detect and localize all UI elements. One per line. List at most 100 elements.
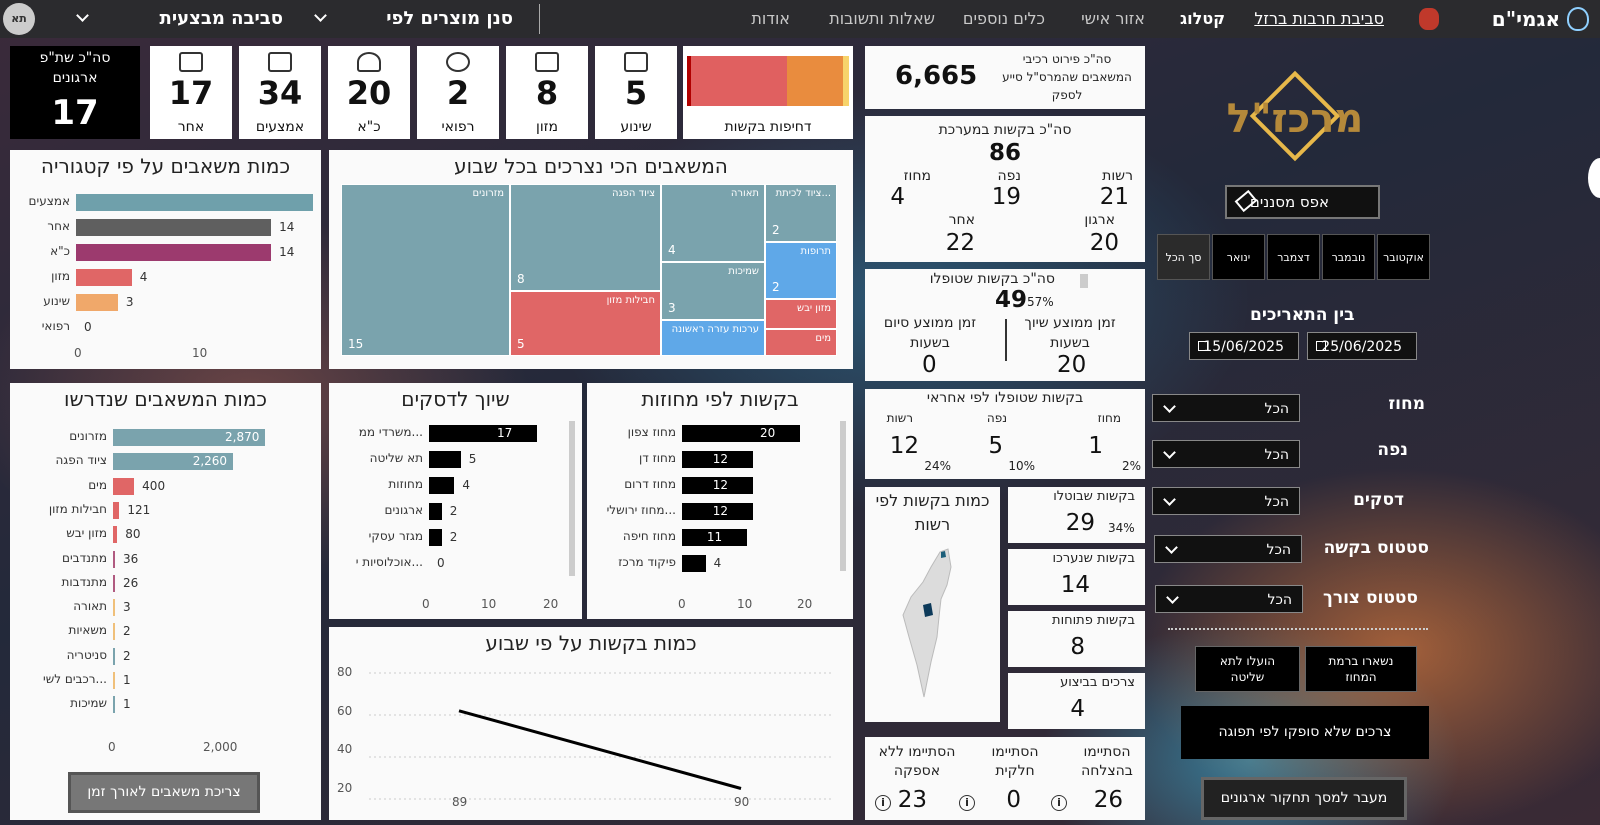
bar[interactable]: [113, 574, 115, 592]
filter-products-label[interactable]: סנן מוצרים לפי: [386, 8, 513, 29]
bar-value: 20: [760, 426, 776, 440]
partial-label: הסתיימו חלקית: [991, 744, 1039, 779]
bar[interactable]: [113, 599, 115, 617]
bar-label: מזון: [51, 269, 70, 283]
treemap-cell-water[interactable]: מים: [765, 329, 837, 356]
bar-value: 17: [497, 426, 513, 440]
scrollbar[interactable]: [840, 421, 846, 571]
filter-desks-select[interactable]: הכל: [1152, 487, 1300, 515]
info-icon[interactable]: i: [1051, 795, 1067, 811]
treemap-cell-lighting[interactable]: תאורה 4: [661, 184, 765, 262]
bar-label: כ"א: [50, 244, 70, 258]
bar[interactable]: [113, 550, 115, 568]
avatar[interactable]: תא: [3, 3, 35, 35]
nav-about[interactable]: אודות: [751, 9, 790, 28]
date-from-field[interactable]: 15/06/2025: [1189, 332, 1299, 360]
bar[interactable]: [113, 623, 115, 641]
tab-january[interactable]: ינואר: [1212, 234, 1265, 280]
bar[interactable]: [76, 194, 313, 211]
control-room-button[interactable]: הועלו לתא שליטה: [1195, 646, 1300, 692]
chevron-down-icon[interactable]: [314, 9, 327, 22]
filter-subdistrict-select[interactable]: הכל: [1152, 440, 1300, 468]
nav-catalog[interactable]: קטלוג: [1180, 9, 1225, 28]
bar[interactable]: [76, 244, 272, 261]
exec-value: 4: [1070, 696, 1085, 722]
bar[interactable]: [682, 555, 706, 572]
bar-value: 2: [449, 530, 458, 544]
bar[interactable]: [76, 219, 272, 236]
bar[interactable]: [682, 425, 800, 442]
israel-map[interactable]: [865, 487, 1000, 722]
chevron-down-icon[interactable]: [76, 9, 89, 22]
nav-tools[interactable]: כלים נוספים: [962, 9, 1045, 28]
bar[interactable]: [113, 477, 135, 495]
tab-total[interactable]: סך הכל: [1157, 234, 1210, 280]
logo: מרכז"ל: [1215, 70, 1375, 180]
treemap-cell-firstaid[interactable]: ערכות עזרה ראשונה: [661, 320, 765, 356]
bar[interactable]: [113, 647, 115, 665]
consumption-over-time-button[interactable]: צריכת משאבים לאורך זמן: [68, 772, 260, 813]
expand-handle[interactable]: [1588, 158, 1600, 198]
bar-value: 0: [84, 320, 92, 334]
bar[interactable]: [113, 526, 118, 544]
treemap-cell-relief[interactable]: ציוד הפגה 8: [510, 184, 661, 291]
bar[interactable]: [429, 477, 455, 494]
calendar-icon: [1198, 341, 1208, 351]
tab-december[interactable]: דצמבר: [1267, 234, 1320, 280]
resp-label: נפה: [986, 411, 1007, 425]
reset-filters-button[interactable]: אפס מסננים: [1225, 185, 1380, 219]
bar[interactable]: [429, 503, 442, 520]
resp-label: מחוז: [1097, 411, 1121, 425]
district-level-button[interactable]: נשארו ברמת המחוז: [1305, 646, 1417, 692]
bar-label: ...מחוז ירושלי: [606, 503, 676, 517]
required-chart-title: כמות המשאבים שנדרשו: [64, 387, 267, 411]
bar[interactable]: [682, 477, 753, 494]
bar[interactable]: [682, 529, 747, 546]
truck-icon: [624, 52, 648, 72]
info-icon[interactable]: i: [959, 795, 975, 811]
nav-war-env[interactable]: סביבת חרבות ברזל: [1254, 9, 1384, 28]
scrollbar[interactable]: [569, 421, 575, 576]
exec-card: צרכים בביצוע 4: [1008, 673, 1145, 729]
filter-district-select[interactable]: הכל: [1152, 394, 1300, 422]
bar[interactable]: [682, 451, 753, 468]
no-supply-label: הסתיימו ללא אספקה: [878, 744, 956, 779]
filter-request-status-select[interactable]: הכל: [1154, 535, 1302, 563]
filter-label-subdistrict: נפה: [1377, 440, 1408, 460]
unsupplied-needs-button[interactable]: צרכים שלא סופקו לפי תפוגה: [1181, 706, 1429, 759]
nav-faq[interactable]: שאלות ותשובות: [829, 9, 935, 28]
tab-october[interactable]: אוקטובר: [1377, 234, 1430, 280]
filter-env-label[interactable]: סביבה מבצעית: [159, 8, 283, 29]
orgs-research-button[interactable]: מעבר למסך תחקור ארגונים: [1201, 777, 1407, 820]
bar[interactable]: [76, 294, 118, 311]
bar[interactable]: [113, 453, 233, 471]
tab-november[interactable]: נובמבר: [1322, 234, 1375, 280]
treemap-cell-classroom[interactable]: ...ציוד לכיתת 2: [765, 184, 837, 242]
bar[interactable]: [682, 503, 753, 520]
handled-pct: 57%: [1027, 295, 1054, 309]
filter-need-status-select[interactable]: הכל: [1155, 585, 1303, 613]
bar[interactable]: [429, 451, 461, 468]
bar[interactable]: [113, 501, 120, 519]
treemap-cell-medicine[interactable]: תרופות 2: [765, 242, 837, 299]
resp-value: 5: [988, 433, 1003, 459]
bar[interactable]: [76, 269, 132, 286]
treemap-cell-dryfood[interactable]: מזון יבש: [765, 299, 837, 329]
stethoscope-icon: [446, 52, 470, 72]
axis-tick: 0: [74, 346, 82, 360]
type-value: 20: [1089, 230, 1119, 256]
date-to-field[interactable]: 25/06/2025: [1307, 332, 1417, 360]
bar[interactable]: [429, 425, 537, 442]
bar[interactable]: [429, 529, 442, 546]
bar[interactable]: [113, 672, 115, 689]
urgency-critical: [687, 56, 691, 106]
bar-value: 1: [123, 697, 131, 712]
bar[interactable]: [113, 429, 265, 446]
bar[interactable]: [113, 696, 115, 714]
treemap-cell-blankets[interactable]: שמיכות 3: [661, 262, 765, 320]
kpi-manpower: 20 כ"א: [328, 46, 410, 139]
treemap-cell-mattresses[interactable]: מזרונים 15: [341, 184, 510, 356]
info-icon[interactable]: i: [875, 795, 891, 811]
nav-personal[interactable]: אזור אישי: [1081, 9, 1145, 28]
treemap-cell-foodpacks[interactable]: חבילות מזון 5: [510, 291, 661, 356]
